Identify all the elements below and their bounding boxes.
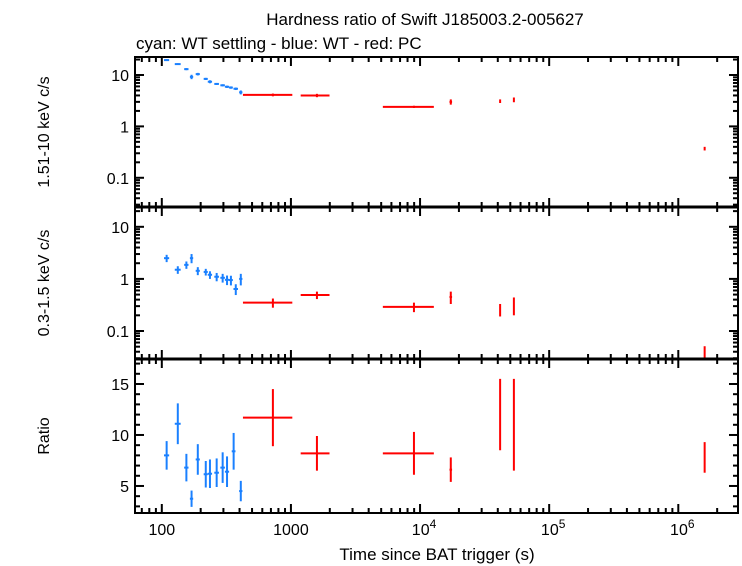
y-tick-label: 10 [111,428,129,445]
data-point-wt [220,452,225,483]
data-point-wt [207,271,213,279]
data-point-wt [164,441,170,470]
y-tick-label: 10 [111,68,129,85]
chart-title: Hardness ratio of Swift J185003.2-005627 [266,10,584,29]
data-point-pc [512,297,515,316]
y-axis-label-top: 1.51-10 keV c/s [36,76,53,187]
data-point-wt [224,456,230,487]
data-point-pc [242,389,293,447]
data-point-pc [300,436,330,471]
data-point-wt [207,80,213,84]
data-point-pc [512,97,515,103]
data-point-pc [499,378,502,451]
chart-subtitle: cyan: WT settling - blue: WT - red: PC [136,34,422,53]
panel-1: 10 1 0.1 [107,206,739,360]
x-tick-label: 106 [670,517,695,539]
data-point-wt [228,275,233,286]
data-point-wt [239,90,243,95]
data-point-wt [174,403,181,445]
data-point-wt [231,432,236,470]
data-point-pc [499,99,502,104]
data-point-wt [189,254,194,264]
data-point-wt [164,254,170,263]
x-axis-label: Time since BAT trigger (s) [339,545,534,564]
x-tick-label: 100 [148,522,175,539]
x-tick-label: 105 [541,517,566,539]
y-tick-label: 0.1 [107,324,129,341]
data-point-pc [382,105,434,108]
data-point-wt [233,284,238,296]
data-point-pc [382,302,434,313]
y-tick-label: 1 [120,119,129,136]
data-point-wt [184,261,189,269]
data-point-wt [184,453,189,482]
data-point-pc [449,99,453,105]
data-point-pc [449,457,453,482]
data-point-wt [207,459,213,489]
panel-2: 5 10 15 [111,358,739,514]
data-point-pc [300,291,330,300]
y-tick-label: 15 [111,377,129,394]
data-point-wt [203,268,208,276]
data-point-pc [242,93,293,97]
data-point-wt [189,74,194,80]
data-point-wt [195,72,200,76]
data-point-wt [233,87,238,91]
y-tick-label: 5 [120,479,129,496]
data-point-wt [214,272,219,282]
data-point-wt [239,273,243,286]
x-tick-label: 104 [412,517,437,539]
data-point-wt [224,275,230,286]
data-point-pc [242,298,293,308]
data-point-pc [382,431,434,475]
data-point-wt [184,68,189,71]
data-point-wt [220,84,225,87]
y-axis-label-middle: 0.3-1.5 keV c/s [36,230,53,337]
panel-frame [134,358,739,514]
data-point-wt [174,266,181,274]
data-point-wt [203,460,208,488]
data-point-wt [228,86,233,89]
data-point-wt [189,490,194,507]
data-point-wt [214,82,219,85]
y-axis-label-bottom: Ratio [36,417,53,454]
data-point-wt [224,85,230,88]
data-point-wt [174,63,181,66]
data-point-pc [499,303,502,317]
panel-frame [134,206,739,360]
data-point-pc [512,378,515,471]
panel-0: 10 1 0.1 [107,56,739,208]
y-tick-label: 10 [111,220,129,237]
data-point-wt [203,77,208,80]
y-tick-label: 1 [120,272,129,289]
x-tick-label: 1000 [273,522,309,539]
data-point-wt [220,273,225,283]
data-point-wt [195,267,200,276]
data-point-pc [300,93,330,98]
data-point-wt [164,59,170,62]
y-tick-label: 0.1 [107,171,129,188]
data-point-wt [214,458,219,487]
panel-frame [134,56,739,208]
data-point-wt [195,444,200,475]
data-point-pc [449,291,453,304]
data-point-wt [239,480,243,502]
